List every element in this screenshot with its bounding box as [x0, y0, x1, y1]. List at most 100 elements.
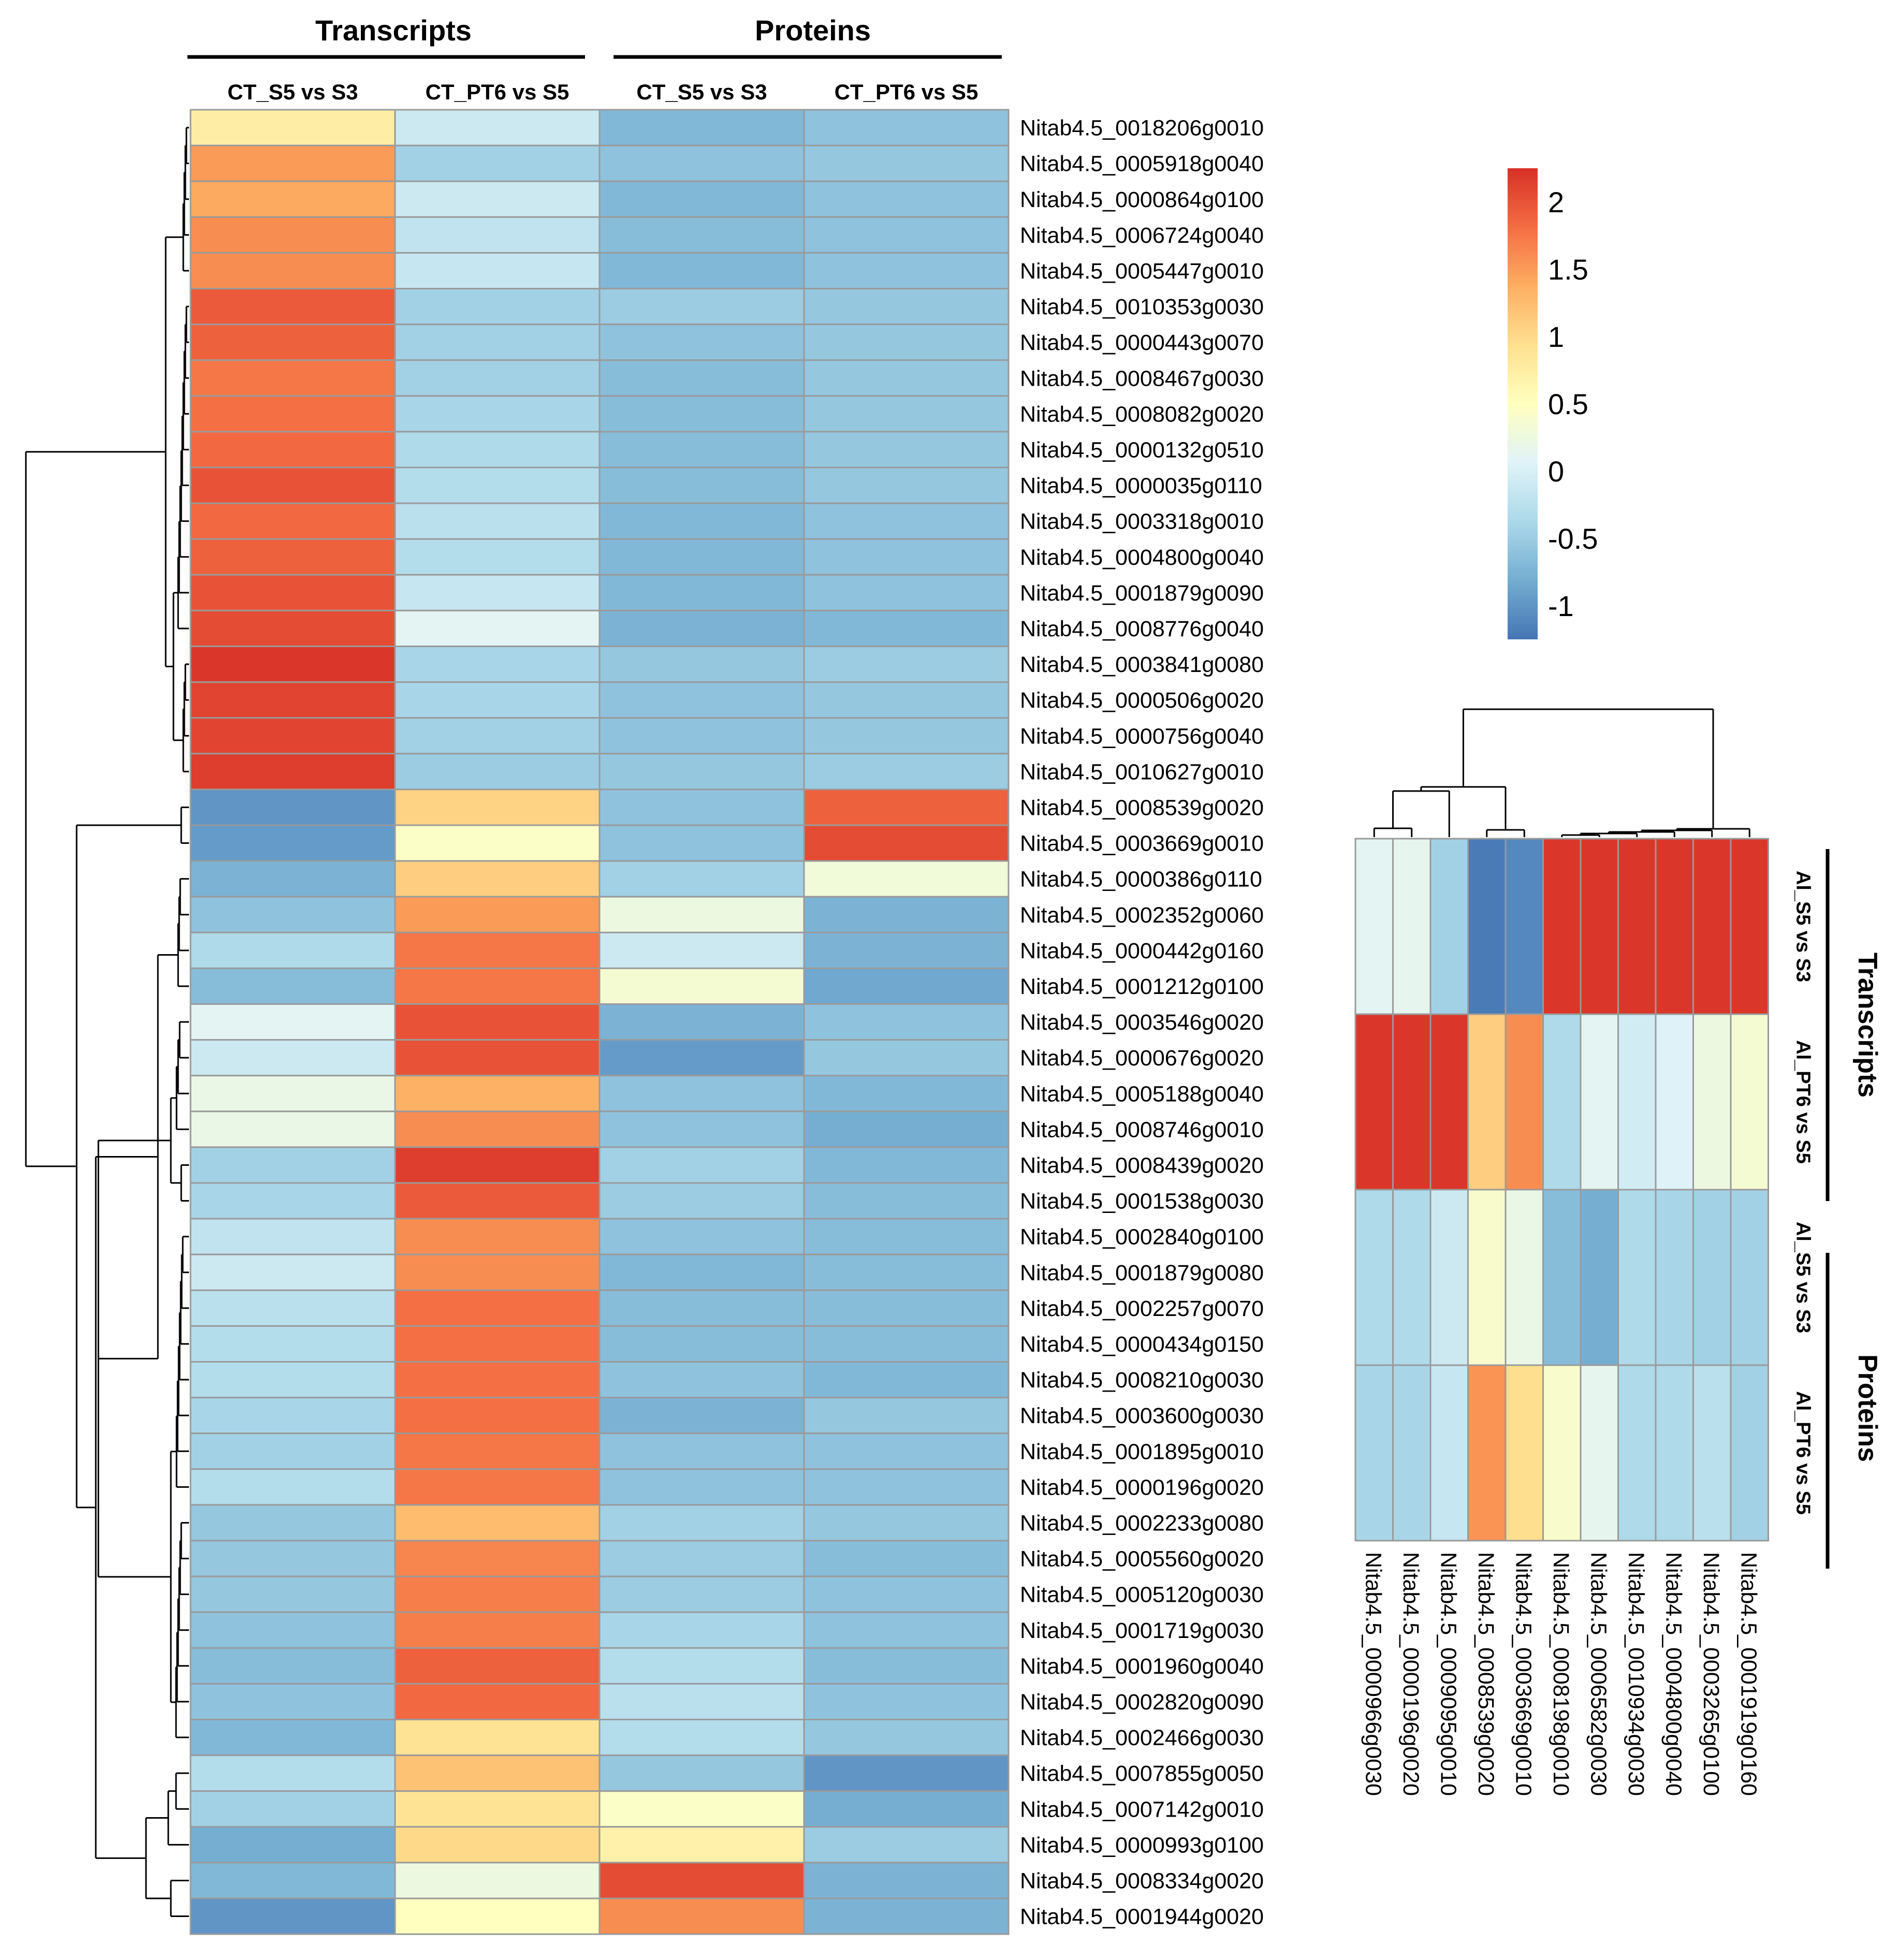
ct-cell: [803, 1110, 1010, 1148]
ct-cell: [189, 324, 396, 361]
ct-row-label: Nitab4.5_0000506g0020: [1020, 688, 1264, 713]
ct-row-label: Nitab4.5_0003669g0010: [1020, 831, 1264, 856]
al-cell: [1730, 1189, 1769, 1366]
ct-cell: [394, 1110, 601, 1148]
ct-cell: [394, 1647, 601, 1685]
ct-cell: [803, 324, 1010, 361]
ct-cell: [598, 359, 805, 397]
ct-cell: [598, 1218, 805, 1255]
ct-cell: [394, 1826, 601, 1864]
ct-cell: [394, 1862, 601, 1899]
ct-cell: [598, 109, 805, 147]
ct-cell: [598, 1897, 805, 1935]
ct-cell: [598, 538, 805, 576]
al-cell: [1354, 1189, 1394, 1366]
ct-cell: [803, 753, 1010, 791]
ct-cell: [394, 144, 601, 182]
ct-cell: [598, 1468, 805, 1506]
al-cell: [1542, 1364, 1582, 1542]
al-cell: [1655, 1364, 1694, 1542]
ct-row-label: Nitab4.5_0008467g0030: [1020, 366, 1264, 391]
ct-cell: [803, 144, 1010, 182]
al-column-label: Nitab4.5_0008539g0020: [1473, 1552, 1498, 1796]
ct-cell: [598, 1003, 805, 1041]
al-column-label: Nitab4.5_0008198g0010: [1549, 1552, 1573, 1796]
ct-cell: [189, 252, 396, 289]
ct-cell: [394, 502, 601, 540]
ct-row-label: Nitab4.5_0000864g0100: [1020, 187, 1264, 212]
ct-cell: [803, 646, 1010, 683]
colorbar-tick-label: 2: [1548, 186, 1564, 218]
ct-cell: [189, 1719, 396, 1757]
colorbar: [1508, 168, 1538, 639]
ct-cell: [394, 1253, 601, 1291]
ct-cell: [803, 717, 1010, 755]
al-cell: [1429, 1189, 1469, 1366]
ct-cell: [598, 1754, 805, 1792]
ct-row-label: Nitab4.5_0002466g0030: [1020, 1725, 1264, 1750]
ct-cell: [189, 1218, 396, 1255]
al-cell: [1392, 1013, 1432, 1191]
ct-cell: [394, 1075, 601, 1113]
al-heatmap-cells: [1354, 838, 1769, 1542]
ct-cell: [598, 1611, 805, 1649]
ct-row-label: Nitab4.5_0002257g0070: [1020, 1296, 1264, 1321]
al-cell: [1617, 1364, 1657, 1542]
ct-cell: [803, 538, 1010, 576]
ct-cell: [803, 1575, 1010, 1613]
ct-row-label: Nitab4.5_0010627g0010: [1020, 759, 1264, 784]
ct-cell: [598, 180, 805, 218]
ct-cell: [394, 717, 601, 755]
ct-row-label: Nitab4.5_0008439g0020: [1020, 1153, 1264, 1178]
ct-cell: [189, 824, 396, 862]
ct-cell: [394, 896, 601, 933]
ct-cell: [598, 717, 805, 755]
ct-cell: [394, 753, 601, 791]
ct-cell: [598, 1575, 805, 1613]
ct-cell: [394, 1218, 601, 1255]
ct-cell: [189, 1897, 396, 1935]
al-column-label: Nitab4.5_0001919g0160: [1736, 1552, 1761, 1796]
al-column-label: Nitab4.5_0003669g0010: [1511, 1552, 1536, 1796]
ct-cell: [803, 788, 1010, 826]
ct-cell: [189, 1039, 396, 1077]
ct-row-label: Nitab4.5_0005120g0030: [1020, 1583, 1264, 1607]
ct-group-header-transcripts: Transcripts: [315, 14, 472, 47]
ct-cell: [394, 538, 601, 576]
al-cell: [1429, 1013, 1469, 1191]
ct-cell: [598, 288, 805, 326]
ct-cell: [803, 1039, 1010, 1077]
al-row-label: Al_PT6 vs S5: [1792, 1391, 1814, 1515]
ct-cell: [803, 466, 1010, 504]
ct-cell: [189, 1432, 396, 1470]
colorbar-tick-label: -1: [1548, 590, 1574, 622]
ct-cell: [598, 252, 805, 289]
ct-cell: [394, 288, 601, 326]
ct-cell: [189, 1075, 396, 1113]
ct-cell: [803, 1826, 1010, 1864]
al-cell: [1429, 1364, 1469, 1542]
ct-row-label: Nitab4.5_0008334g0020: [1020, 1868, 1264, 1893]
ct-row-label: Nitab4.5_0001944g0020: [1020, 1905, 1264, 1929]
al-cell: [1467, 1189, 1507, 1366]
ct-row-label: Nitab4.5_0000676g0020: [1020, 1046, 1264, 1071]
ct-cell: [189, 216, 396, 254]
ct-cell: [189, 788, 396, 826]
ct-cell: [803, 824, 1010, 862]
al-cell: [1392, 1364, 1432, 1542]
ct-cell: [598, 788, 805, 826]
ct-cell: [598, 896, 805, 933]
ct-cell: [598, 1075, 805, 1113]
ct-cell: [189, 466, 396, 504]
ct-cell: [803, 1504, 1010, 1542]
ct-headers: CT_S5 vs S3 CT_PT6 vs S5 CT_S5 vs S3 CT_PT6…: [187, 14, 1002, 104]
ct-row-label: Nitab4.5_0001719g0030: [1020, 1618, 1264, 1643]
al-row-label: Al_PT6 vs S5: [1792, 1040, 1814, 1164]
ct-cell: [803, 1647, 1010, 1685]
ct-cell: [598, 1253, 805, 1291]
ct-column-header: CT_PT6 vs S5: [835, 80, 978, 104]
ct-cell: [394, 931, 601, 969]
ct-cell: [394, 1575, 601, 1613]
ct-row-label: Nitab4.5_0001538g0030: [1020, 1189, 1264, 1214]
ct-cell: [598, 1397, 805, 1435]
